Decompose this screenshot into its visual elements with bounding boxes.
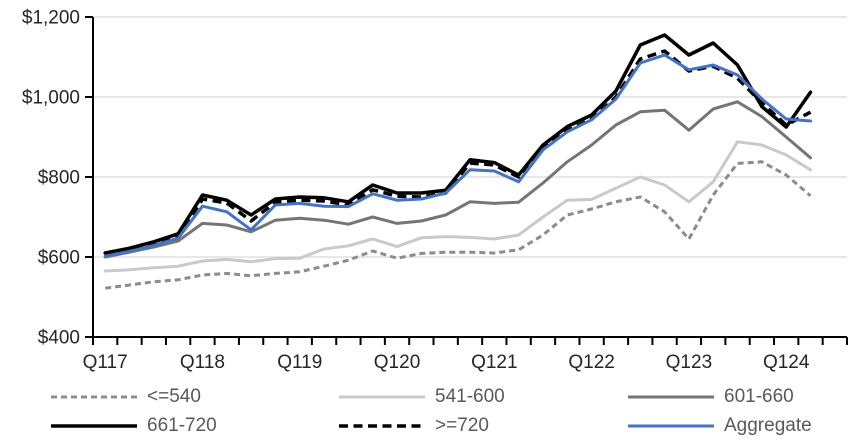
x-axis-label: Q120 <box>374 352 420 373</box>
series-line-601-660 <box>103 100 812 259</box>
x-axis-label: Q119 <box>277 352 322 373</box>
x-axis-label: Q123 <box>666 352 712 373</box>
y-axis-label: $600 <box>38 248 80 269</box>
x-axis-label: Q124 <box>763 352 810 373</box>
y-axis-label: $1,000 <box>22 88 80 109</box>
x-axis-label: Q122 <box>568 352 614 373</box>
y-axis-label: $400 <box>38 328 80 349</box>
x-axis-label: Q117 <box>83 352 128 373</box>
series-line-aggregate <box>103 53 812 258</box>
x-axis-label: Q118 <box>180 352 225 373</box>
y-axis-label: $1,200 <box>22 8 80 29</box>
series-line-661-720 <box>103 33 813 255</box>
series-line-541-600 <box>103 140 812 273</box>
y-axis-label: $800 <box>38 168 80 189</box>
x-axis-label: Q121 <box>471 352 517 373</box>
